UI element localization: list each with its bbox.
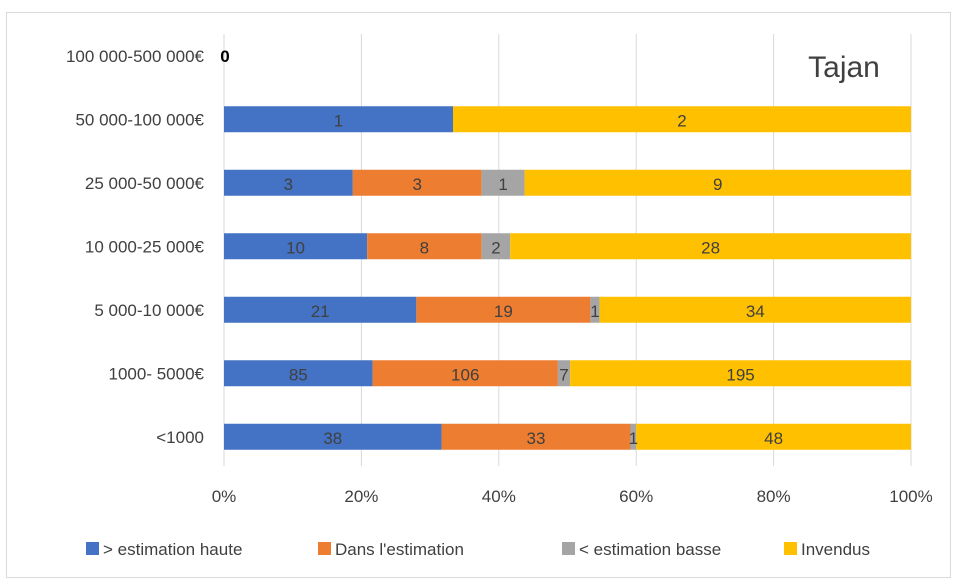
bar-segment — [224, 233, 368, 260]
data-label: 21 — [311, 302, 330, 321]
category-label: 100 000-500 000€ — [66, 47, 205, 66]
x-tick-label: 100% — [889, 487, 932, 506]
category-label: 25 000-50 000€ — [85, 174, 205, 193]
data-label: 8 — [420, 238, 429, 257]
bar-segment — [481, 233, 511, 260]
bar-segment — [352, 169, 482, 196]
bar-segment — [224, 423, 442, 450]
data-label: 85 — [289, 365, 308, 384]
axis-layer: 0% 20% 40% 60% 80% 100% 100 000-500 000€ 50 000… — [66, 47, 933, 506]
legend: > estimation haute Dans l'estimation < est… — [86, 540, 870, 559]
data-label: 38 — [323, 429, 342, 448]
data-label: 2 — [491, 238, 500, 257]
category-label: 1000- 5000€ — [109, 364, 205, 383]
legend-label: > estimation haute — [103, 540, 242, 559]
x-tick-label: 20% — [344, 487, 378, 506]
data-label: 195 — [726, 365, 754, 384]
data-label: 48 — [764, 429, 783, 448]
data-label: 10 — [286, 238, 305, 257]
bar-segment — [590, 296, 600, 323]
legend-swatch — [318, 542, 331, 555]
bar-segment — [367, 233, 482, 260]
bar-segment — [636, 423, 911, 450]
category-label: 5 000-10 000€ — [94, 301, 204, 320]
data-label: 34 — [746, 302, 765, 321]
legend-swatch — [562, 542, 575, 555]
bar-segment — [224, 296, 417, 323]
bar-segment — [224, 106, 453, 133]
data-label: 2 — [677, 111, 686, 130]
data-label: 0 — [220, 47, 229, 66]
data-label: 3 — [412, 175, 421, 194]
legend-swatch — [784, 542, 797, 555]
data-label: 1 — [629, 429, 638, 448]
data-label: 28 — [701, 238, 720, 257]
bar-segment — [557, 360, 571, 387]
chart-title: Tajan — [808, 51, 880, 84]
data-label: 1 — [498, 175, 507, 194]
bar-segment — [630, 423, 637, 450]
bar-segment — [570, 360, 911, 387]
chart-border — [6, 12, 951, 578]
bar-segment — [599, 296, 911, 323]
grid-layer — [223, 34, 912, 466]
category-label: 10 000-25 000€ — [85, 237, 205, 256]
data-label: 1 — [590, 302, 599, 321]
legend-label: Invendus — [801, 540, 870, 559]
data-label: 3 — [284, 175, 293, 194]
bar-segment — [224, 360, 373, 387]
bar-segment — [453, 106, 911, 133]
data-label: 33 — [527, 429, 546, 448]
x-tick-label: 40% — [482, 487, 516, 506]
x-tick-label: 0% — [212, 487, 237, 506]
bar-segment — [224, 169, 353, 196]
bar-segment — [510, 233, 911, 260]
data-label: 106 — [451, 365, 479, 384]
bar-segment — [481, 169, 525, 196]
bar-segment — [372, 360, 558, 387]
data-label: 1 — [334, 111, 343, 130]
x-tick-label: 60% — [619, 487, 653, 506]
category-label: 50 000-100 000€ — [75, 110, 204, 129]
x-tick-label: 80% — [757, 487, 791, 506]
bars-layer — [224, 106, 911, 450]
data-label: 9 — [713, 175, 722, 194]
data-label: 19 — [494, 302, 513, 321]
legend-label: < estimation basse — [579, 540, 721, 559]
bar-segment — [524, 169, 911, 196]
category-label: <1000 — [156, 428, 204, 447]
bar-segment — [441, 423, 631, 450]
legend-label: Dans l'estimation — [335, 540, 464, 559]
legend-swatch — [86, 542, 99, 555]
data-label: 7 — [559, 365, 568, 384]
bar-segment — [416, 296, 591, 323]
